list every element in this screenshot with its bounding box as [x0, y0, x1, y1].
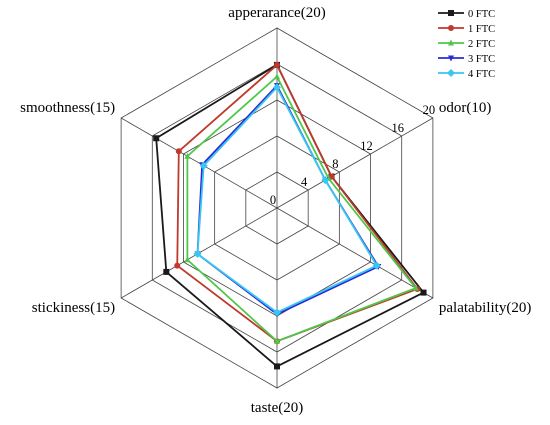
legend-label: 3 FTC — [468, 54, 495, 65]
radial-tick-label: 8 — [332, 157, 338, 171]
axis-label-5: smoothness(15) — [20, 100, 115, 116]
series-4 — [193, 83, 381, 317]
axis-spoke-5 — [120, 117, 278, 209]
data-point — [321, 176, 330, 185]
axis-label-2: palatability(20) — [439, 300, 531, 316]
data-point — [174, 262, 181, 269]
axis-spoke-1 — [276, 117, 434, 209]
data-point — [153, 135, 160, 142]
legend-label: 0 FTC — [468, 9, 495, 20]
data-point — [274, 73, 280, 80]
data-point — [184, 152, 191, 159]
legend-label: 1 FTC — [468, 24, 495, 35]
data-point — [273, 83, 281, 92]
data-point — [193, 249, 202, 258]
legend-marker — [447, 69, 455, 77]
axis-label-0: apperarance(20) — [228, 5, 325, 21]
radial-tick-label: 12 — [360, 139, 373, 153]
data-point — [420, 289, 427, 296]
legend-label: 4 FTC — [468, 69, 495, 80]
data-point — [274, 337, 280, 344]
data-point — [199, 161, 208, 170]
data-point — [273, 308, 281, 317]
data-point — [412, 284, 419, 291]
legend: 0 FTC 1 FTC 2 FTC 3 FTC 4 FTC — [438, 9, 495, 80]
legend-marker — [448, 25, 454, 31]
axis-spoke-2 — [276, 207, 434, 299]
data-point — [274, 363, 280, 370]
data-point — [274, 61, 280, 68]
radial-tick-label: 16 — [391, 121, 404, 135]
legend-marker — [448, 39, 454, 46]
data-point — [163, 268, 170, 275]
radial-tick-label: 0 — [270, 193, 276, 207]
data-point — [328, 173, 335, 180]
data-point — [372, 261, 381, 270]
series-line — [176, 63, 419, 343]
legend-marker — [448, 10, 454, 16]
axis-label-3: taste(20) — [251, 400, 303, 416]
series-2 — [184, 73, 419, 344]
radial-tick-label: 4 — [301, 175, 308, 189]
data-point — [175, 148, 182, 155]
legend-label: 2 FTC — [468, 39, 495, 50]
axis-label-4: stickiness(15) — [32, 300, 115, 316]
axis-label-1: odor(10) — [439, 100, 492, 116]
data-point — [184, 256, 191, 263]
legend-marker — [448, 55, 454, 62]
series-3 — [194, 83, 382, 318]
radial-tick-label: 20 — [423, 103, 436, 117]
